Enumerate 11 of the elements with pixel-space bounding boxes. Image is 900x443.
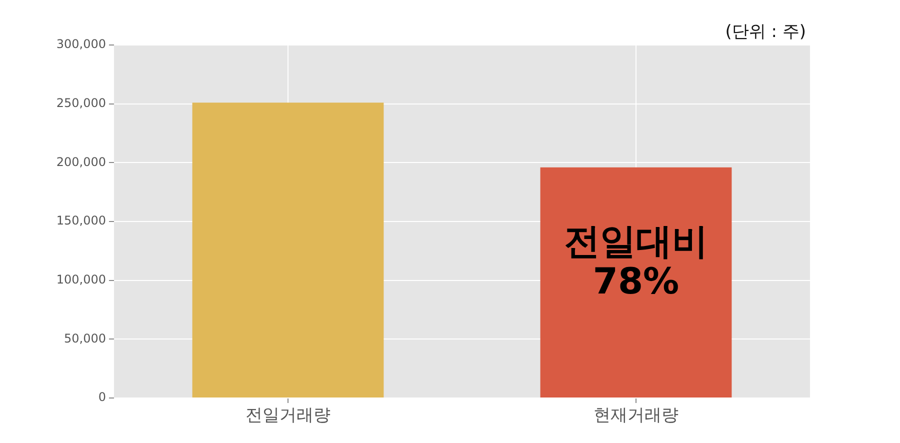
text: (단위 : 주) <box>725 22 806 42</box>
y-tick-label: 150,000 <box>56 214 106 228</box>
y-tick-label: 100,000 <box>56 272 106 286</box>
y-tick-label: 50,000 <box>64 331 106 346</box>
y-tick-label: 0 <box>98 390 106 404</box>
x-tick-label: 현재거래량 <box>594 406 678 426</box>
y-tick-label: 200,000 <box>56 154 106 169</box>
annotation: 전일대비 78% <box>564 221 708 302</box>
y-tick-label: 300,000 <box>56 37 106 52</box>
x-tick-label: 전일거래량 <box>246 406 330 426</box>
y-tick-label: 250,000 <box>56 96 106 110</box>
